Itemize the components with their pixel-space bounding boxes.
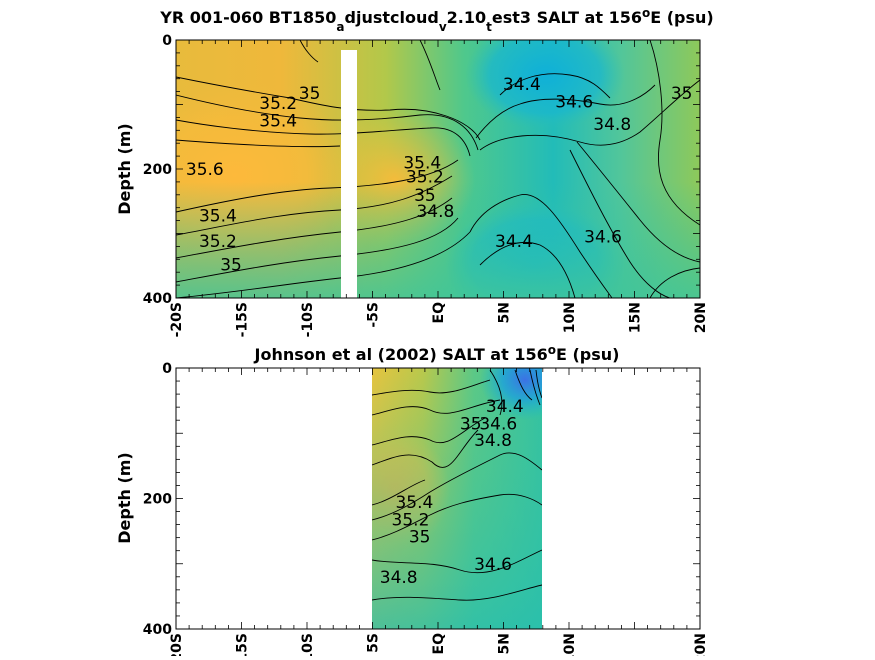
title-part: a xyxy=(336,20,344,34)
top-panel-y-axis: 0 200 400 xyxy=(143,33,700,307)
x-tick-label: -15S xyxy=(235,302,251,337)
x-tick-label: 20N xyxy=(693,302,709,333)
title-part: est3 SALT at 156 xyxy=(492,8,642,27)
data-gap xyxy=(341,50,357,298)
contour-label: 34.8 xyxy=(474,431,512,451)
contour-label: 34.4 xyxy=(486,397,524,417)
contour-label: 34.6 xyxy=(584,228,622,248)
contour-label: 34.8 xyxy=(593,115,631,135)
contour-label: 35.4 xyxy=(199,206,237,226)
top-panel-contour-labels: 3535.235.435.635.435.23535.435.23534.834… xyxy=(186,75,693,276)
title-part: E (psu) xyxy=(556,345,620,364)
title-part: o xyxy=(548,343,556,357)
title-part: YR 001-060 BT1850 xyxy=(159,8,336,27)
top-panel-x-axis: -20S -15S -10S -5S EQ 5N 10N 15N 20N xyxy=(169,40,709,337)
x-tick-label: 5N xyxy=(497,633,513,654)
x-tick-label: 15S xyxy=(235,633,251,656)
contour-label: 35.2 xyxy=(406,168,444,188)
bottom-panel-y-axis: 0 200 400 xyxy=(143,361,700,638)
x-tick-label: EQ xyxy=(431,302,447,324)
bottom-panel-x-axis: 20S 15S 10S 5S EQ 5N 10N 20N xyxy=(169,368,709,660)
title-part: djustcloud xyxy=(345,8,439,27)
contour-label: 35.6 xyxy=(186,160,224,180)
bottom-panel-title: Johnson et al (2002) SALT at 156oE (psu) xyxy=(254,343,620,364)
x-tick-label: 5S xyxy=(366,633,382,653)
contour-label: 35 xyxy=(409,527,431,547)
x-tick-label: 5N xyxy=(497,302,513,323)
bottom-panel: Johnson et al (2002) SALT at 156oE (psu) xyxy=(115,343,709,660)
bottom-panel-color-field xyxy=(372,368,542,629)
contour-label: 35 xyxy=(299,84,321,104)
title-part: Johnson et al (2002) SALT at 156 xyxy=(254,345,548,364)
x-tick-label: 10S xyxy=(300,633,316,656)
y-tick-label: 400 xyxy=(143,291,172,307)
contour-label: 34.4 xyxy=(495,232,533,252)
contour-label: 34.4 xyxy=(503,75,541,95)
contour-label: 35 xyxy=(460,414,482,434)
x-tick-label: 20S xyxy=(169,633,185,656)
top-panel: YR 001-060 BT1850adjustcloudv2.10test3 S… xyxy=(115,6,714,337)
contour-label: 35.4 xyxy=(395,493,433,513)
title-part: E (psu) xyxy=(650,8,714,27)
x-tick-label: 15N xyxy=(628,302,644,333)
contour-label: 34.8 xyxy=(380,568,418,588)
x-tick-label: EQ xyxy=(431,633,447,655)
x-tick-label: 20N xyxy=(693,633,709,656)
contour-label: 35.4 xyxy=(403,154,441,174)
contour-label: 35.4 xyxy=(259,112,297,132)
contour-label: 34.6 xyxy=(555,92,593,112)
y-tick-label: 200 xyxy=(143,492,172,508)
x-tick-label: 10N xyxy=(562,302,578,333)
y-tick-label: 200 xyxy=(143,162,172,178)
contour-label: 35.2 xyxy=(392,510,430,530)
y-tick-label: 0 xyxy=(162,361,172,377)
contour-label: 35.2 xyxy=(259,94,297,114)
top-panel-color-field xyxy=(176,40,700,298)
y-tick-label: 400 xyxy=(143,622,172,638)
contour-label: 35 xyxy=(671,84,693,104)
contour-label: 35 xyxy=(414,186,436,206)
contour-label: 34.6 xyxy=(479,414,517,434)
top-panel-title: YR 001-060 BT1850adjustcloudv2.10test3 S… xyxy=(159,6,713,34)
contour-label: 35 xyxy=(220,255,242,275)
title-part: t xyxy=(486,20,492,34)
bottom-panel-y-label: Depth (m) xyxy=(115,452,134,544)
title-part: 2.10 xyxy=(447,8,486,27)
contour-label: 34.6 xyxy=(474,555,512,575)
x-tick-label: -10S xyxy=(300,302,316,337)
contour-label: 35.2 xyxy=(199,232,237,252)
x-tick-label: -20S xyxy=(169,302,185,337)
title-part: o xyxy=(642,6,650,20)
contour-label: 34.8 xyxy=(416,202,454,222)
top-panel-y-label: Depth (m) xyxy=(115,123,134,215)
x-tick-label: -5S xyxy=(366,302,382,328)
title-part: v xyxy=(439,20,447,34)
y-tick-label: 0 xyxy=(162,33,172,49)
x-tick-label: 10N xyxy=(562,633,578,656)
